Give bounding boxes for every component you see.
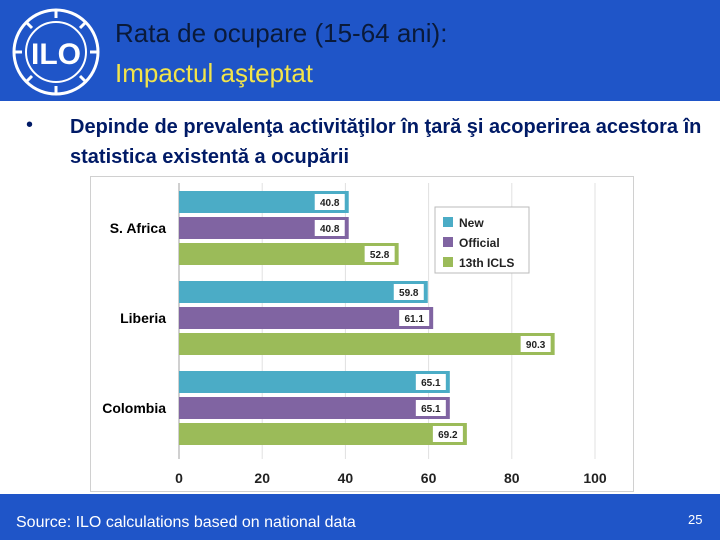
bar-new xyxy=(179,371,450,393)
bar-new xyxy=(179,191,349,213)
ilo-logo-icon: ILO xyxy=(12,8,100,96)
data-label: 59.8 xyxy=(399,288,419,299)
bar-new xyxy=(179,281,428,303)
data-label: 90.3 xyxy=(526,340,546,351)
data-label-bg xyxy=(399,310,430,326)
data-label-bg xyxy=(314,194,345,210)
legend-label: Official xyxy=(459,236,500,250)
bar-official xyxy=(179,397,450,419)
legend-label: 13th ICLS xyxy=(459,256,514,270)
category-label: S. Africa xyxy=(110,220,166,236)
data-label: 40.8 xyxy=(320,198,340,209)
data-label: 69.2 xyxy=(438,430,458,441)
data-label: 52.8 xyxy=(370,250,390,261)
data-label-bg xyxy=(432,426,463,442)
bar-13th-icls xyxy=(179,333,555,355)
category-label: Liberia xyxy=(120,310,166,326)
bar-13th-icls xyxy=(179,243,399,265)
data-label: 65.1 xyxy=(421,404,441,415)
data-label-bg xyxy=(393,284,424,300)
source-note: Source: ILO calculations based on nation… xyxy=(16,514,356,531)
x-tick-label: 40 xyxy=(338,470,354,486)
data-label-bg xyxy=(520,336,551,352)
slide-subtitle: Impactul aşteptat xyxy=(115,58,313,88)
bar-official xyxy=(179,307,434,329)
legend-swatch xyxy=(443,237,453,247)
x-tick-label: 80 xyxy=(504,470,520,486)
legend-swatch xyxy=(443,217,453,227)
x-tick-label: 60 xyxy=(421,470,437,486)
data-label-bg xyxy=(364,246,395,262)
legend-swatch xyxy=(443,257,453,267)
footer-bar xyxy=(0,494,720,540)
svg-text:ILO: ILO xyxy=(31,38,81,71)
data-label: 40.8 xyxy=(320,224,340,235)
category-label: Colombia xyxy=(102,400,166,416)
header-bar xyxy=(0,0,720,101)
data-label: 65.1 xyxy=(421,378,441,389)
x-tick-label: 100 xyxy=(583,470,607,486)
bar-chart: 40.8 40.8 52.8 S. Africa 59.8 61.1 90.3 Liberia… xyxy=(102,183,607,486)
data-label-bg xyxy=(415,374,446,390)
x-tick-label: 0 xyxy=(175,470,183,486)
bar-13th-icls xyxy=(179,423,467,445)
data-label: 61.1 xyxy=(404,314,424,325)
page-number: 25 xyxy=(688,512,703,527)
x-tick-label: 20 xyxy=(254,470,270,486)
data-label-bg xyxy=(415,400,446,416)
bullet-icon: • xyxy=(26,114,34,136)
bullet-text: Depinde de prevalenţa activităţilor în ţ… xyxy=(70,116,702,168)
chart-area: 40.8 40.8 52.8 S. Africa 59.8 61.1 90.3 Liberia… xyxy=(90,176,634,492)
bar-official xyxy=(179,217,349,239)
legend-label: New xyxy=(459,216,484,230)
slide-title: Rata de ocupare (15-64 ani): xyxy=(115,18,448,48)
data-label-bg xyxy=(314,220,345,236)
